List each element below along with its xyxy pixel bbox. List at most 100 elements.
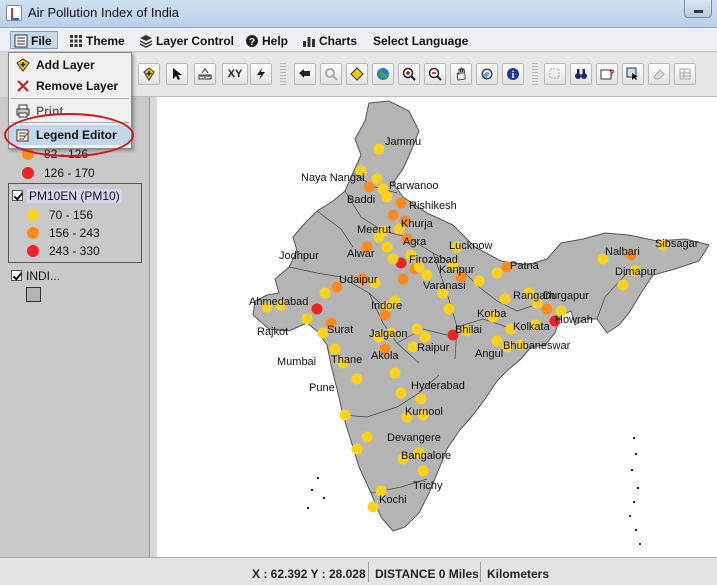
pollution-station-point[interactable]: [447, 329, 459, 341]
measure-tool-button[interactable]: [194, 63, 216, 85]
pollution-station-point[interactable]: [355, 165, 367, 177]
pollution-station-point[interactable]: [337, 357, 349, 369]
pollution-station-point[interactable]: [451, 241, 463, 253]
map-canvas[interactable]: Jammu Naya Nangal Parwanoo Baddi Rishikesh Kh…: [157, 97, 717, 557]
pollution-station-point[interactable]: [361, 431, 373, 443]
menu-select-language[interactable]: Select Language: [370, 31, 473, 49]
lightning-tool-button[interactable]: [250, 63, 272, 85]
menu-help[interactable]: ? Help: [242, 31, 293, 49]
india-map-svg[interactable]: Jammu Naya Nangal Parwanoo Baddi Rishikesh Kh…: [157, 97, 717, 557]
pollution-station-point[interactable]: [529, 319, 541, 331]
pollution-station-point[interactable]: [461, 325, 473, 337]
pollution-station-point[interactable]: [387, 209, 399, 221]
pollution-station-point[interactable]: [319, 287, 331, 299]
zoom-disabled-button[interactable]: [320, 63, 342, 85]
find-button[interactable]: [570, 63, 592, 85]
pollution-station-point[interactable]: [501, 341, 513, 353]
pollution-station-point[interactable]: [541, 303, 553, 315]
pollution-station-point[interactable]: [501, 261, 513, 273]
pollution-station-point[interactable]: [373, 143, 385, 155]
pollution-station-point[interactable]: [373, 331, 385, 343]
info-button[interactable]: i: [502, 63, 524, 85]
pollution-station-point[interactable]: [367, 501, 379, 513]
pollution-station-point[interactable]: [395, 197, 407, 209]
pollution-station-point[interactable]: [385, 327, 397, 339]
pollution-station-point[interactable]: [371, 173, 383, 185]
pollution-station-point[interactable]: [499, 293, 511, 305]
select-pointer-button[interactable]: [166, 63, 188, 85]
pollution-station-point[interactable]: [447, 259, 459, 271]
pollution-station-point[interactable]: [395, 387, 407, 399]
pollution-station-point[interactable]: [487, 311, 499, 323]
menu-charts[interactable]: Charts: [299, 31, 362, 49]
full-extent-button[interactable]: [372, 63, 394, 85]
pollution-station-point[interactable]: [401, 233, 413, 245]
select-layer-button[interactable]: [346, 63, 368, 85]
pollution-station-point[interactable]: [357, 273, 369, 285]
pollution-station-point[interactable]: [417, 409, 429, 421]
eraser-button[interactable]: [648, 63, 670, 85]
pollution-station-point[interactable]: [629, 265, 641, 277]
pan-back-button[interactable]: [294, 63, 316, 85]
xy-coordinate-button[interactable]: XY: [222, 63, 248, 85]
pollution-station-point[interactable]: [555, 305, 567, 317]
pollution-station-point[interactable]: [339, 409, 351, 421]
pollution-station-point[interactable]: [329, 343, 341, 355]
pollution-station-point[interactable]: [381, 241, 393, 253]
pollution-station-point[interactable]: [387, 253, 399, 265]
pollution-station-point[interactable]: [531, 297, 543, 309]
zoom-out-button[interactable]: [424, 63, 446, 85]
pollution-station-point[interactable]: [657, 239, 669, 251]
pollution-station-point[interactable]: [515, 339, 527, 351]
table-button[interactable]: [674, 63, 696, 85]
menu-file[interactable]: File: [10, 31, 58, 49]
pollution-station-point[interactable]: [389, 367, 401, 379]
pollution-station-point[interactable]: [455, 271, 467, 283]
pollution-station-point[interactable]: [381, 191, 393, 203]
remove-layer-menu-item[interactable]: Remove Layer: [9, 76, 131, 96]
pollution-station-point[interactable]: [369, 277, 381, 289]
pollution-station-point[interactable]: [375, 485, 387, 497]
add-layer-tool-button[interactable]: [138, 63, 160, 85]
pollution-station-point[interactable]: [417, 465, 429, 477]
pollution-station-point[interactable]: [261, 301, 273, 313]
pollution-station-point[interactable]: [419, 331, 431, 343]
disabled-select-button[interactable]: [544, 63, 566, 85]
menu-layer-control[interactable]: Layer Control: [136, 31, 239, 49]
pollution-station-point[interactable]: [397, 453, 409, 465]
pollution-station-point[interactable]: [379, 309, 391, 321]
pollution-station-point[interactable]: [415, 393, 427, 405]
pollution-station-point[interactable]: [597, 253, 609, 265]
pollution-station-point[interactable]: [625, 249, 637, 261]
pollution-station-point[interactable]: [505, 323, 517, 335]
pollution-station-point[interactable]: [361, 241, 373, 253]
pollution-station-point[interactable]: [407, 341, 419, 353]
pollution-station-point[interactable]: [325, 317, 337, 329]
minimize-button[interactable]: [684, 0, 712, 18]
layer-visibility-checkbox[interactable]: [12, 190, 23, 201]
pollution-station-point[interactable]: [523, 287, 535, 299]
select-feature-button[interactable]: [622, 63, 644, 85]
pollution-station-point[interactable]: [379, 343, 391, 355]
pollution-station-point[interactable]: [311, 303, 323, 315]
pollution-station-point[interactable]: [411, 323, 423, 335]
add-layer-menu-item[interactable]: Add Layer: [9, 55, 131, 75]
pollution-station-point[interactable]: [363, 181, 375, 193]
pollution-station-point[interactable]: [413, 447, 425, 459]
pan-button[interactable]: [450, 63, 472, 85]
pollution-station-point[interactable]: [405, 249, 417, 261]
pollution-station-point[interactable]: [317, 327, 329, 339]
pollution-station-point[interactable]: [491, 335, 503, 347]
query-button[interactable]: ?: [596, 63, 618, 85]
pollution-station-point[interactable]: [399, 215, 411, 227]
layer-visibility-checkbox[interactable]: [11, 270, 22, 281]
pollution-station-point[interactable]: [377, 225, 389, 237]
refresh-map-button[interactable]: [476, 63, 498, 85]
pollution-station-point[interactable]: [421, 269, 433, 281]
pollution-station-point[interactable]: [397, 273, 409, 285]
pollution-station-point[interactable]: [473, 275, 485, 287]
pollution-station-point[interactable]: [443, 303, 455, 315]
pollution-station-point[interactable]: [437, 287, 449, 299]
pollution-station-point[interactable]: [549, 315, 561, 327]
pollution-station-point[interactable]: [275, 299, 287, 311]
